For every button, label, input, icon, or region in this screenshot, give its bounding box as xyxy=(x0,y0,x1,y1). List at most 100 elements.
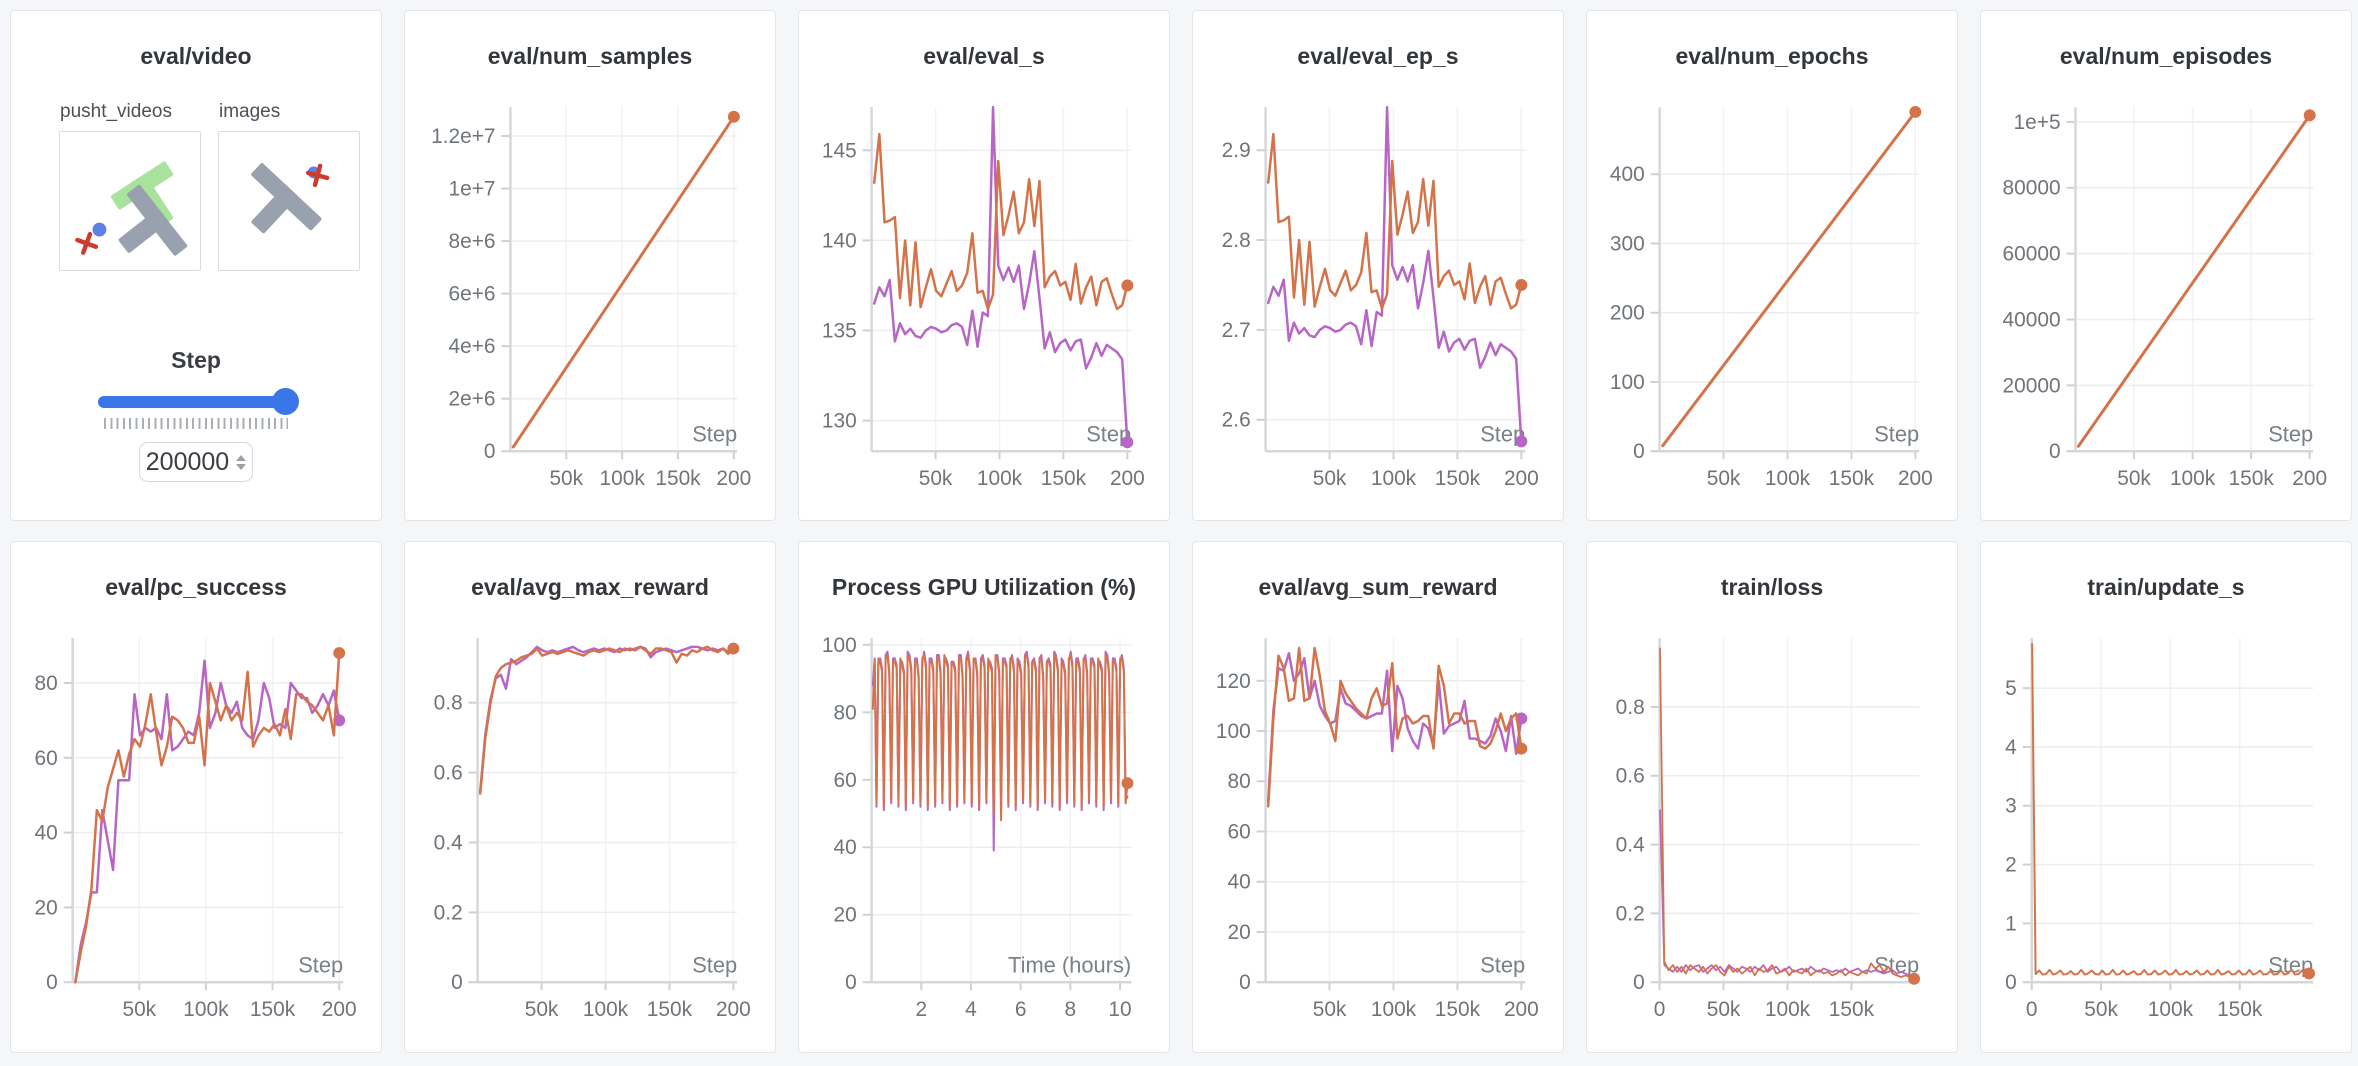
svg-text:6e+6: 6e+6 xyxy=(448,283,495,306)
svg-text:60: 60 xyxy=(35,747,58,770)
svg-text:0.8: 0.8 xyxy=(434,692,463,715)
panel-train-loss: train/loss 0 50k 100k 150k 0 0.2 0.4 0.6 0.8 Step xyxy=(1586,541,1958,1053)
svg-text:10: 10 xyxy=(1108,998,1131,1021)
svg-text:0.6: 0.6 xyxy=(434,762,463,785)
svg-text:80000: 80000 xyxy=(2003,177,2061,200)
chart-eval-avg-max-reward[interactable]: 50k 100k 150k 200 0 0.2 0.4 0.6 0.8 Step xyxy=(405,632,775,1051)
svg-text:20000: 20000 xyxy=(2003,374,2061,397)
chart-title: train/loss xyxy=(1720,573,1824,600)
svg-text:2e+6: 2e+6 xyxy=(448,388,495,411)
svg-text:200: 200 xyxy=(1898,467,1933,490)
pusht-video-frame[interactable] xyxy=(59,131,201,271)
chart-title: Process GPU Utilization (%) xyxy=(831,573,1137,600)
chart-eval-avg-sum-reward[interactable]: 50k 100k 150k 200 0 20 40 60 80 100 120 Step xyxy=(1193,632,1563,1051)
step-input[interactable]: 200000 xyxy=(139,442,253,482)
panel-eval-num-epochs: eval/num_epochs 50k 100k 150k 200 0 100 200 300… xyxy=(1586,10,1958,521)
svg-text:50k: 50k xyxy=(1313,467,1347,490)
svg-text:0: 0 xyxy=(2005,971,2017,994)
svg-text:150k: 150k xyxy=(250,998,296,1021)
svg-text:100k: 100k xyxy=(2170,467,2216,490)
svg-text:100k: 100k xyxy=(583,998,629,1021)
step-slider[interactable] xyxy=(98,388,299,415)
chart-title: eval/avg_max_reward xyxy=(471,573,709,600)
svg-text:80: 80 xyxy=(833,701,856,724)
svg-text:200: 200 xyxy=(2292,467,2327,490)
svg-text:50k: 50k xyxy=(2117,467,2151,490)
svg-text:4: 4 xyxy=(965,998,977,1021)
step-decrement-icon[interactable] xyxy=(236,463,247,470)
svg-text:150k: 150k xyxy=(1829,998,1875,1021)
svg-text:200: 200 xyxy=(1610,302,1645,325)
panel-eval-avg-max-reward: eval/avg_max_reward 50k 100k 150k 200 0 0.2 0.… xyxy=(404,541,776,1053)
svg-text:100: 100 xyxy=(1216,720,1251,743)
svg-text:50k: 50k xyxy=(525,998,559,1021)
chart-title: eval/pc_success xyxy=(105,573,287,600)
chart-eval-pc-success[interactable]: 50k 100k 150k 200 0 20 40 60 80 Step xyxy=(11,632,381,1051)
svg-text:0: 0 xyxy=(2049,440,2061,463)
images-frame[interactable] xyxy=(218,131,360,271)
chart-eval-num-samples[interactable]: 50k 100k 150k 200 0 2e+6 4e+6 6e+6 8e+6 1e+7 1.2e+… xyxy=(405,101,775,520)
svg-text:0.4: 0.4 xyxy=(434,831,463,854)
svg-text:50k: 50k xyxy=(1707,998,1741,1021)
svg-text:0: 0 xyxy=(1239,971,1251,994)
svg-text:0.6: 0.6 xyxy=(1616,765,1645,788)
svg-text:100: 100 xyxy=(1610,371,1645,394)
svg-text:8: 8 xyxy=(1065,998,1077,1021)
svg-text:4: 4 xyxy=(2005,736,2017,759)
svg-text:50k: 50k xyxy=(2084,998,2118,1021)
svg-text:2: 2 xyxy=(2005,854,2017,877)
step-increment-icon[interactable] xyxy=(236,454,247,461)
svg-text:0.4: 0.4 xyxy=(1616,834,1645,857)
svg-text:50k: 50k xyxy=(919,467,953,490)
svg-text:5: 5 xyxy=(2005,677,2017,700)
svg-text:100k: 100k xyxy=(1371,998,1417,1021)
svg-text:150k: 150k xyxy=(1435,998,1481,1021)
svg-text:50k: 50k xyxy=(122,998,156,1021)
step-slider-ruler xyxy=(104,418,288,429)
svg-text:0: 0 xyxy=(451,971,463,994)
svg-text:40: 40 xyxy=(1227,871,1250,894)
step-slider-track[interactable] xyxy=(98,396,294,408)
step-slider-handle[interactable] xyxy=(272,388,299,415)
panel-train-update-s: train/update_s 0 50k 100k 150k 0 1 2 3 4 5 Step xyxy=(1980,541,2352,1053)
svg-text:150k: 150k xyxy=(2229,467,2275,490)
svg-text:150k: 150k xyxy=(2217,998,2263,1021)
step-spinner[interactable] xyxy=(236,454,247,470)
svg-text:60: 60 xyxy=(1227,820,1250,843)
panel-eval-num-samples: eval/num_samples 50k 100k 150k 200 0 2e+6 4e+6… xyxy=(404,10,776,521)
svg-text:0: 0 xyxy=(1654,998,1666,1021)
media-item-pusht-videos: pusht_videos xyxy=(59,101,201,271)
svg-text:Step: Step xyxy=(2268,421,2313,446)
step-input-value[interactable]: 200000 xyxy=(145,447,230,476)
svg-text:100: 100 xyxy=(822,634,857,657)
chart-eval-num-epochs[interactable]: 50k 100k 150k 200 0 100 200 300 400 Step xyxy=(1587,101,1957,520)
svg-text:80: 80 xyxy=(35,672,58,695)
svg-text:100k: 100k xyxy=(600,467,646,490)
svg-text:2: 2 xyxy=(915,998,927,1021)
svg-text:130: 130 xyxy=(822,410,857,433)
chart-title: eval/eval_s xyxy=(923,42,1045,69)
svg-text:0: 0 xyxy=(845,971,857,994)
svg-text:0.2: 0.2 xyxy=(1616,902,1645,925)
svg-text:Time (hours): Time (hours) xyxy=(1008,952,1131,977)
svg-text:135: 135 xyxy=(822,319,857,342)
media-item-label: pusht_videos xyxy=(60,101,172,122)
svg-text:2.8: 2.8 xyxy=(1222,229,1251,252)
panel-gpu-utilization: Process GPU Utilization (%) 2 4 6 8 10 0 20 40 6… xyxy=(798,541,1170,1053)
svg-text:1e+7: 1e+7 xyxy=(448,177,495,200)
panel-eval-pc-success: eval/pc_success 50k 100k 150k 200 0 20 40 60 80 S… xyxy=(10,541,382,1053)
svg-text:400: 400 xyxy=(1610,163,1645,186)
svg-text:100k: 100k xyxy=(183,998,229,1021)
chart-title: eval/num_samples xyxy=(487,42,693,69)
svg-text:1: 1 xyxy=(2005,912,2017,935)
chart-eval-num-episodes[interactable]: 50k 100k 150k 200 0 20000 40000 60000 80000 1e+5 S… xyxy=(1981,101,2351,520)
svg-text:20: 20 xyxy=(35,896,58,919)
svg-text:145: 145 xyxy=(822,139,857,162)
svg-text:0: 0 xyxy=(1633,971,1645,994)
